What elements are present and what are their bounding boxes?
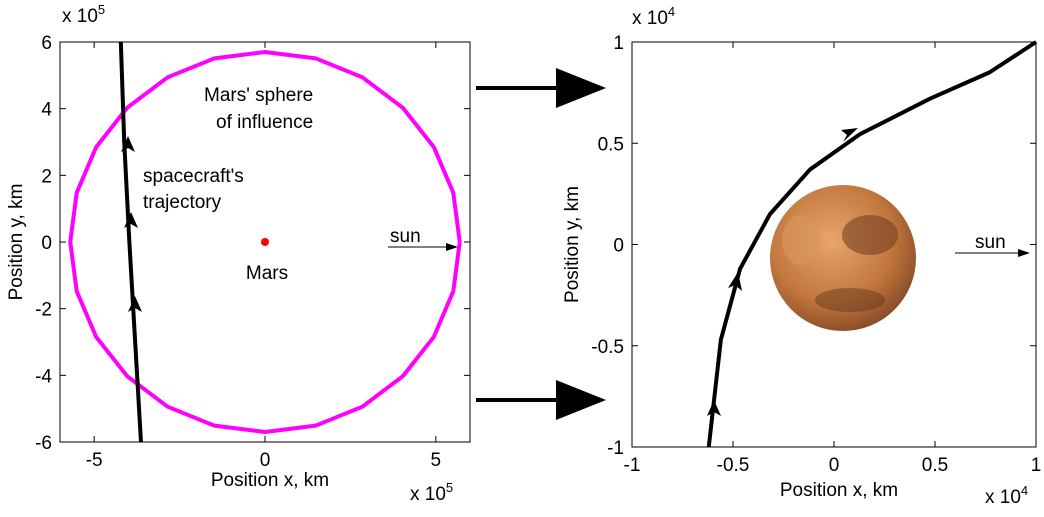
y-tick-label: 2 [41,166,52,187]
y-tick-label: 0 [41,233,52,254]
annotation: Mars [246,263,288,284]
x-tick-label: -5 [86,450,103,471]
x-tick-label: 0 [829,455,840,476]
y-axis-label: Position y, km [6,184,27,301]
x-tick-label: 0 [260,450,271,471]
y-tick-label: -1 [607,438,624,459]
y-tick-label: -2 [35,300,52,321]
annotation: spacecraft's trajectory [143,166,244,213]
y-tick-label: 6 [41,33,52,54]
y-tick-label: 1 [613,33,624,54]
y-scale-label: x 104 [632,4,675,29]
x-tick-label: -1 [624,455,641,476]
series-line [118,41,143,443]
series-line [706,40,1038,448]
y-tick-label: -6 [35,433,52,454]
series-line [68,50,462,434]
x-scale-label: x 104 [985,483,1028,508]
y-tick-label: 4 [41,100,52,121]
annotation: sun [390,226,421,247]
sun-arrow [388,243,458,251]
x-axis-label: Position x, km [780,480,898,501]
connector-arrows [476,68,606,420]
x-tick-label: 1 [1031,455,1042,476]
sun-arrow [955,249,1030,257]
y-axis-label: Position y, km [562,186,583,303]
x-tick-label: 5 [431,450,442,471]
y-tick-label: 0.5 [598,134,624,155]
y-tick-label: -0.5 [591,337,624,358]
data-point [261,238,269,246]
x-scale-label: x 105 [410,480,453,505]
y-tick-label: -4 [35,366,52,387]
y-scale-label: x 105 [62,2,105,27]
annotation: sun [975,232,1006,253]
x-tick-label: 0.5 [922,455,948,476]
annotation: Mars' sphere of influence [204,85,313,133]
x-tick-label: -0.5 [717,455,750,476]
mars-image [770,185,916,331]
y-tick-label: 0 [613,236,624,257]
x-axis-label: Position x, km [211,470,329,491]
